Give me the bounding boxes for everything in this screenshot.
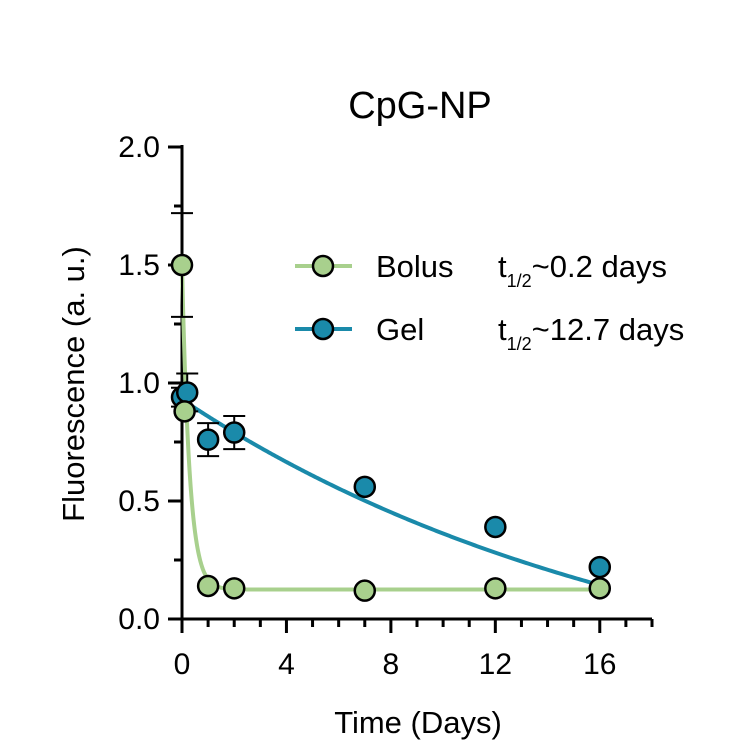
y-tick-label: 1.5 bbox=[118, 249, 160, 282]
chart-title: CpG-NP bbox=[348, 85, 492, 127]
x-tick-label: 12 bbox=[479, 648, 512, 681]
y-tick-label: 1.0 bbox=[118, 367, 160, 400]
legend-label-bolus: Bolus bbox=[376, 249, 454, 284]
legend-half-life-gel: t1/2~12.7 days bbox=[498, 312, 684, 354]
data-point-bolus bbox=[170, 253, 194, 277]
data-point-gel bbox=[196, 428, 220, 451]
legend-label-gel: Gel bbox=[376, 312, 424, 347]
data-points bbox=[170, 253, 612, 602]
data-point-gel bbox=[484, 515, 507, 539]
y-tick-label: 2.0 bbox=[118, 131, 160, 164]
axes: 0.0 0.5 1.0 1.5 2.0 0 4 8 12 16 bbox=[118, 131, 654, 681]
fit-line-bolus bbox=[180, 265, 600, 592]
y-tick-label: 0.0 bbox=[118, 603, 160, 636]
legend-half-life-bolus: t1/2~0.2 days bbox=[498, 249, 667, 291]
x-axis-label: Time (Days) bbox=[334, 705, 502, 740]
x-tick-label: 4 bbox=[278, 648, 295, 681]
data-point-gel bbox=[588, 555, 612, 579]
data-point-gel bbox=[222, 421, 246, 444]
x-tick-label: 8 bbox=[383, 648, 400, 681]
x-tick-label: 16 bbox=[583, 648, 616, 681]
fit-line-gel bbox=[180, 397, 601, 588]
data-point-gel bbox=[175, 381, 199, 404]
data-point-bolus bbox=[353, 579, 377, 602]
data-point-bolus bbox=[196, 574, 220, 598]
x-tick-label: 0 bbox=[174, 648, 191, 681]
data-point-gel bbox=[353, 475, 377, 499]
legend-marker-gel bbox=[311, 317, 335, 341]
y-tick-label: 0.5 bbox=[118, 485, 160, 518]
data-point-bolus bbox=[173, 400, 196, 423]
y-axis-label: Fluorescence (a. u.) bbox=[56, 246, 91, 522]
legend: Bolus t1/2~0.2 days Gel t1/2~12.7 days bbox=[295, 249, 684, 354]
data-point-bolus bbox=[588, 577, 612, 600]
data-point-bolus bbox=[222, 577, 246, 600]
data-point-bolus bbox=[484, 577, 507, 600]
legend-marker-bolus bbox=[311, 254, 335, 278]
